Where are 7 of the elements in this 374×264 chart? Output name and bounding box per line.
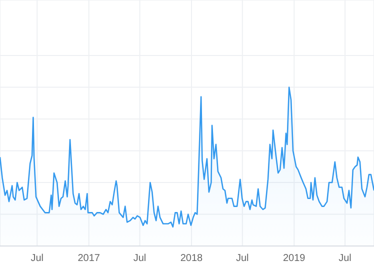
x-tick-label: 2018 bbox=[180, 253, 204, 264]
x-tick-label: Jul bbox=[133, 253, 146, 264]
x-tick-label: 2017 bbox=[78, 253, 100, 264]
x-tick-label: Jul bbox=[236, 253, 249, 264]
x-tick-label: 2019 bbox=[283, 253, 306, 264]
x-tick-label: Jul bbox=[30, 253, 44, 264]
x-tick-label: Jul bbox=[338, 253, 352, 264]
